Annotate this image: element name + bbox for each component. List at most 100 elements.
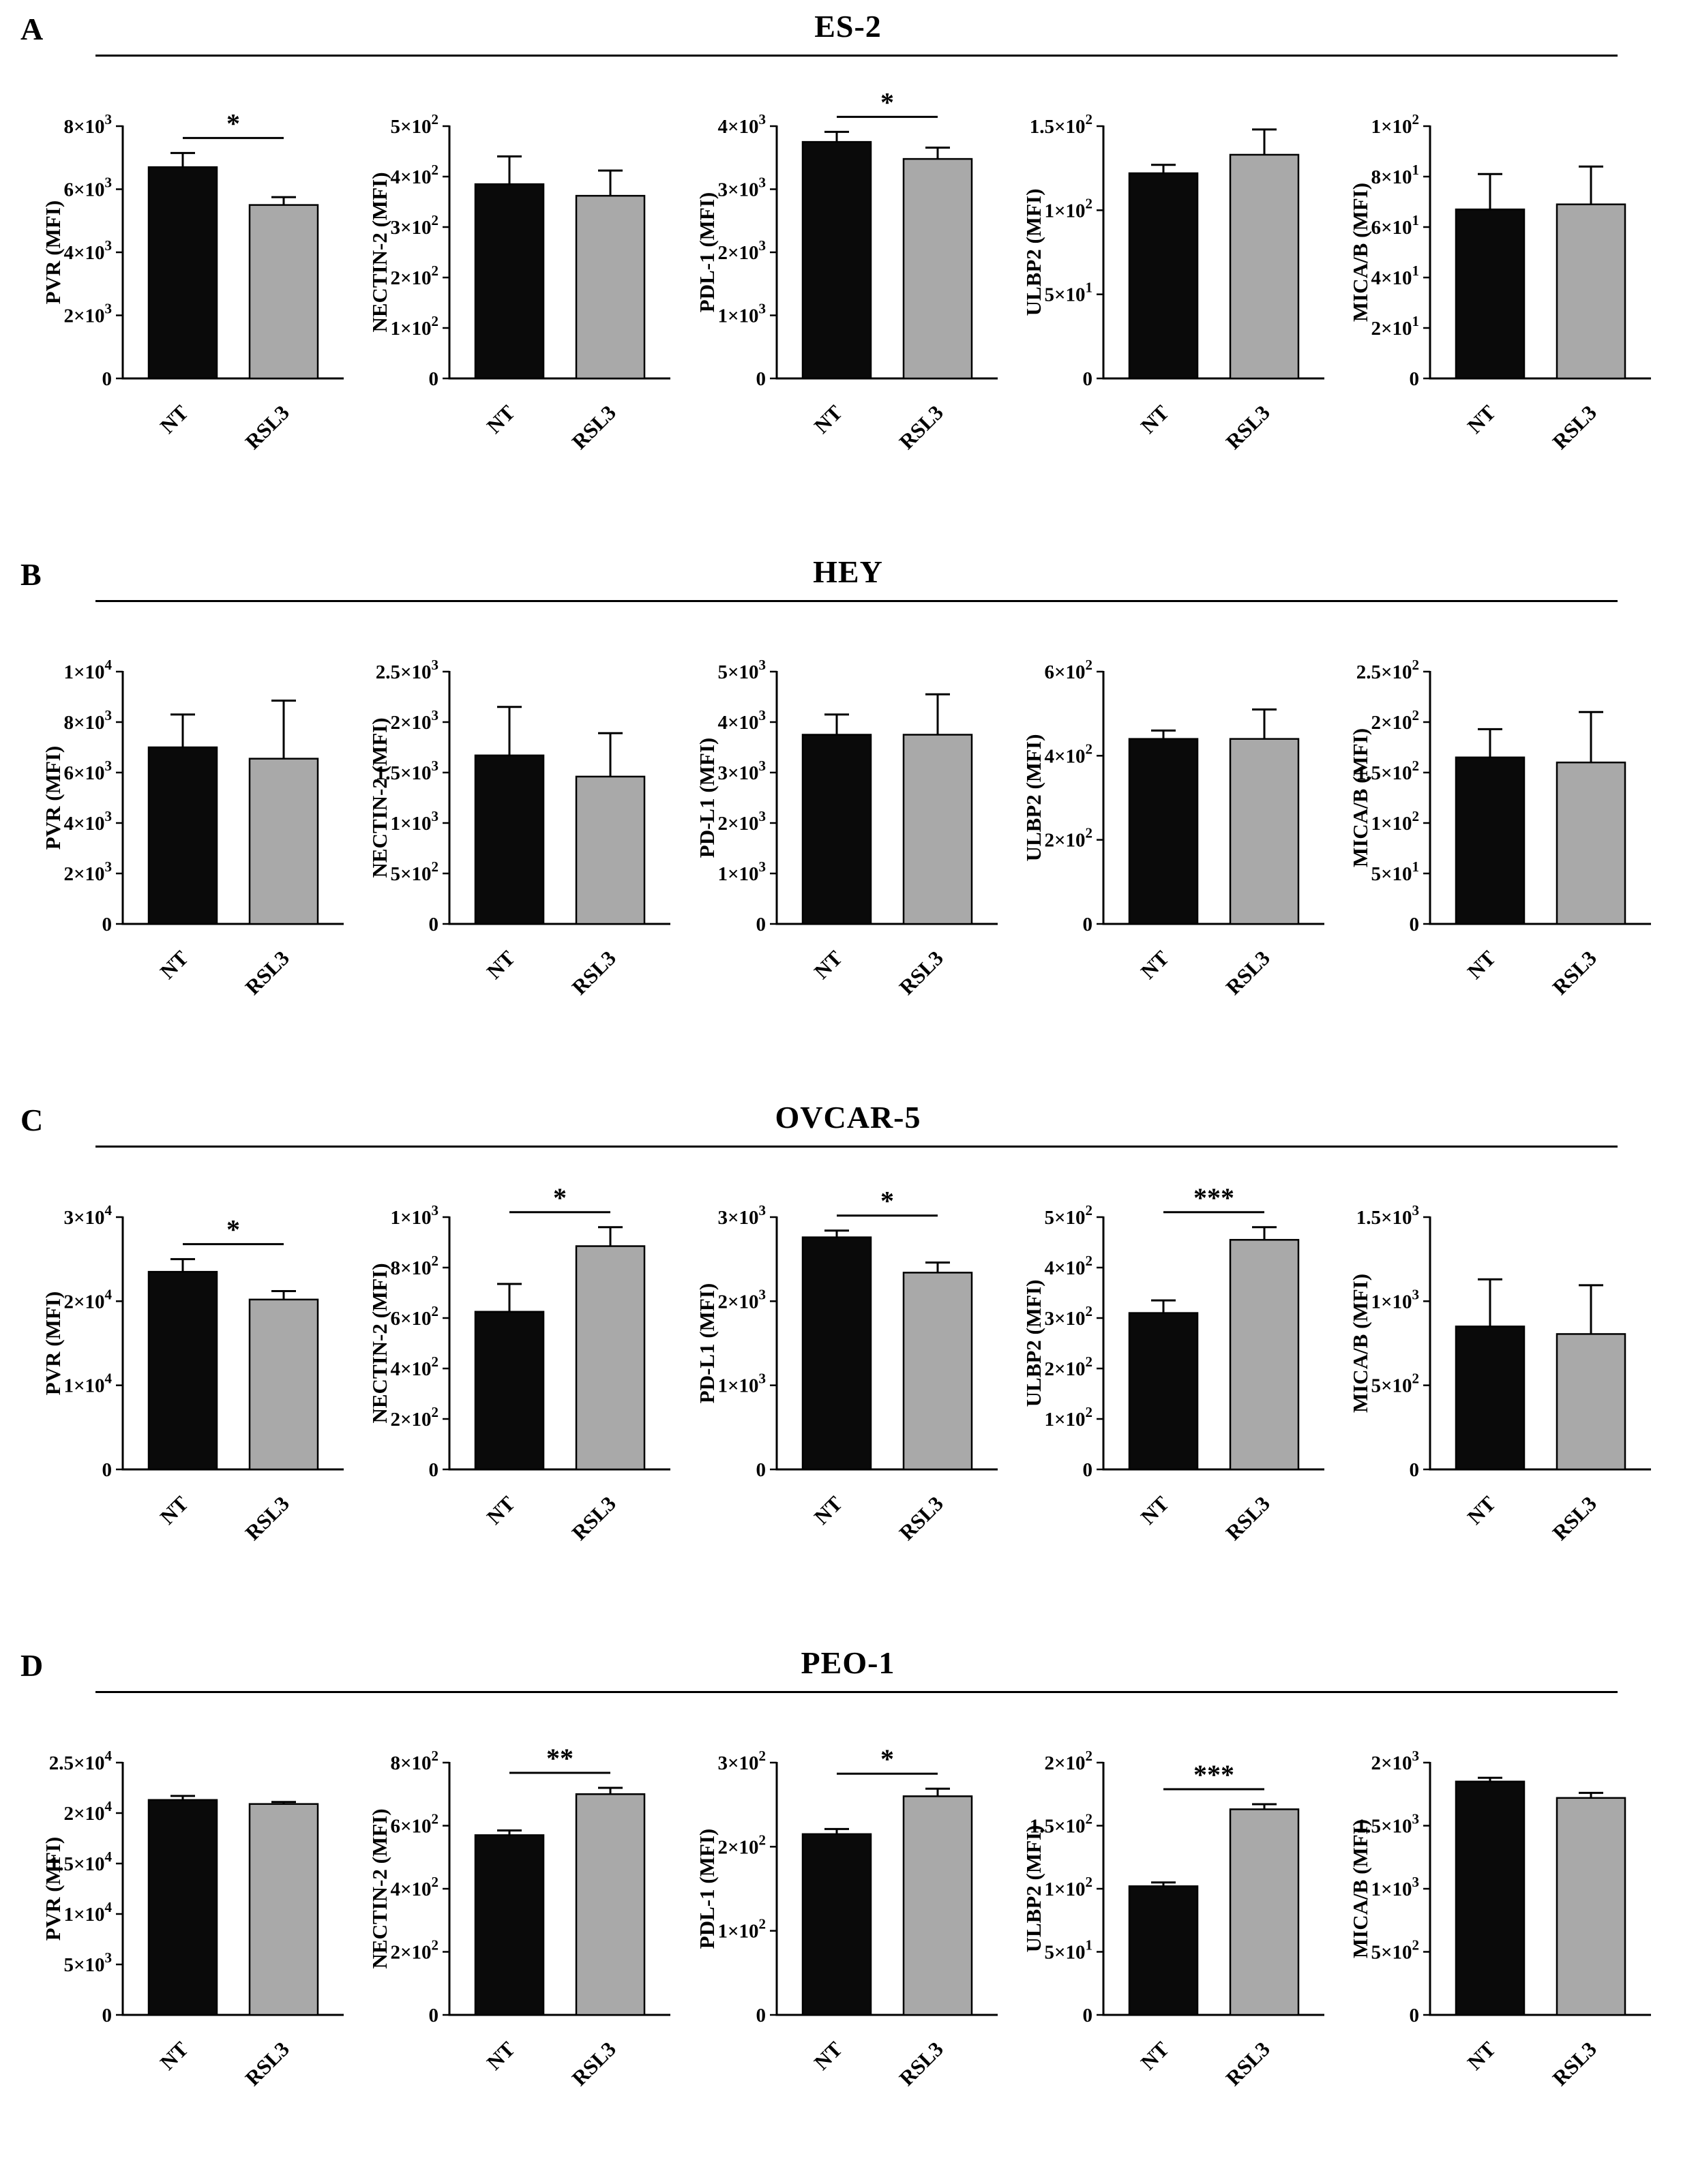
panel-divider [95, 55, 1618, 57]
x-tick-label-nt: NT [155, 400, 193, 438]
y-tick-label: 1×103 [717, 858, 766, 885]
bar-nt [801, 1236, 872, 1471]
bar-rsl3 [902, 158, 972, 380]
y-tick-label: 6×102 [391, 1303, 439, 1330]
y-tick-label: 5×101 [1371, 858, 1419, 885]
y-tick-label: 0 [102, 1459, 113, 1481]
x-tick-label-rsl3: RSL3 [567, 946, 621, 999]
y-tick-label: 2×103 [391, 707, 439, 734]
panel-divider [95, 600, 1618, 602]
chart-pdl-1-mfi-: 0 1×103 2×103 3×103 4×103 NT RSL3 PDL-1 (MFI) * [695, 87, 998, 454]
x-tick-label-nt: NT [155, 946, 193, 983]
y-axis-label: PDL-1 (MFI) [695, 1829, 719, 1949]
x-tick-label-nt: NT [1135, 400, 1173, 438]
y-tick-label: 2×102 [391, 1937, 439, 1964]
significance-stars: * [226, 1214, 240, 1245]
x-tick-label-rsl3: RSL3 [1221, 946, 1274, 999]
bar-nt [1128, 1885, 1198, 2016]
chart-pvr-mfi-: 0 2×103 4×103 6×103 8×103 NT RSL3 PVR (MFI) * [41, 108, 344, 454]
y-axis-label: ULBP2 (MFI) [1022, 189, 1045, 316]
bar-nt [1128, 172, 1198, 380]
y-tick-label: 1×104 [63, 1371, 112, 1397]
y-tick-label: 0 [756, 1459, 766, 1481]
charts-row-c: 0 1×104 2×104 3×104 NT RSL3 PVR (MFI) * 0 2×102 4×… [0, 1148, 1696, 1595]
y-tick-label: 8×102 [391, 1748, 439, 1774]
y-tick-label: 0 [429, 1459, 439, 1481]
bar-rsl3 [576, 1245, 646, 1471]
chart-mica-b-mfi-: 0 5×102 1×103 1.5×103 2×103 NT RSL3 MICA/B (MFI… [1348, 1748, 1651, 2091]
x-tick-label-nt: NT [1135, 2037, 1173, 2074]
bar-rsl3 [1229, 738, 1299, 925]
x-tick-label-nt: NT [155, 2037, 193, 2074]
x-tick-label-rsl3: RSL3 [1548, 946, 1601, 999]
significance-stars: * [226, 108, 240, 138]
bar-rsl3 [248, 204, 319, 380]
y-tick-label: 6×101 [1371, 212, 1419, 239]
bar-rsl3 [1556, 1797, 1626, 2016]
x-tick-label-nt: NT [482, 2037, 520, 2074]
y-tick-label: 4×103 [63, 808, 112, 835]
y-tick-label: 2×102 [391, 263, 439, 289]
y-tick-label: 5×102 [391, 111, 439, 138]
y-tick-label: 1×102 [1044, 195, 1092, 222]
bar-nt [801, 140, 872, 380]
bar-rsl3 [1229, 1239, 1299, 1471]
bar-rsl3 [576, 1793, 646, 2016]
significance-stars: *** [1193, 1759, 1234, 1790]
y-tick-label: 4×101 [1371, 263, 1419, 289]
x-tick-label-rsl3: RSL3 [241, 2037, 294, 2090]
y-tick-label: 5×102 [1371, 1937, 1419, 1964]
bar-rsl3 [902, 734, 972, 925]
y-tick-label: 5×102 [1044, 1202, 1092, 1229]
y-axis-label: PD-L1 (MFI) [695, 1283, 719, 1403]
bar-nt [475, 1311, 545, 1471]
y-tick-label: 0 [1082, 2005, 1092, 2026]
x-tick-label-rsl3: RSL3 [1221, 400, 1274, 453]
y-tick-label: 0 [102, 2005, 113, 2026]
x-tick-label-nt: NT [1463, 400, 1500, 438]
y-tick-label: 1×102 [717, 1916, 766, 1943]
x-tick-label-rsl3: RSL3 [1221, 1491, 1274, 1544]
x-tick-label-nt: NT [1463, 1491, 1500, 1529]
y-axis-label: ULBP2 (MFI) [1022, 1825, 1045, 1953]
chart-ulbp2-mfi-: 0 2×102 4×102 6×102 NT RSL3 ULBP2 (MFI) [1022, 657, 1324, 1000]
y-tick-label: 1×102 [1371, 808, 1419, 835]
y-tick-label: 2×103 [1371, 1748, 1419, 1774]
significance-stars: * [880, 1744, 894, 1774]
bar-nt [801, 1833, 872, 2016]
y-axis-label: MICA/B (MFI) [1348, 1819, 1372, 1958]
bar-nt [147, 746, 218, 925]
y-axis-label: NECTIN-2 (MFI) [368, 1263, 391, 1423]
y-tick-label: 0 [756, 368, 766, 390]
y-tick-label: 6×103 [63, 758, 112, 784]
x-tick-label-rsl3: RSL3 [1548, 400, 1601, 453]
x-tick-label-rsl3: RSL3 [567, 400, 621, 453]
y-axis-label: PVR (MFI) [41, 1837, 65, 1941]
chart-nectin-2-mfi-: 0 5×102 1×103 1.5×103 2×103 2.5×103 NT RSL3 NECT… [368, 657, 671, 1000]
significance-stars: * [553, 1182, 567, 1213]
y-tick-label: 1.5×103 [1356, 1811, 1419, 1838]
panel-letter-d: D [20, 1648, 44, 1683]
y-tick-label: 0 [429, 914, 439, 936]
bar-nt [1455, 1780, 1526, 2016]
y-tick-label: 2×103 [717, 1286, 766, 1313]
chart-pvr-mfi-: 0 1×104 2×104 3×104 NT RSL3 PVR (MFI) * [41, 1202, 344, 1545]
x-tick-label-rsl3: RSL3 [894, 2037, 947, 2090]
panel-letter-b: B [20, 557, 42, 592]
chart-ulbp2-mfi-: 0 1×102 2×102 3×102 4×102 5×102 NT RSL3 ULBP2 (M… [1022, 1182, 1324, 1545]
chart-nectin-2-mfi-: 0 2×102 4×102 6×102 8×102 NT RSL3 NECTIN-2 (MFI… [368, 1743, 671, 2091]
y-tick-label: 0 [1082, 914, 1092, 936]
y-tick-label: 1.5×102 [1029, 1811, 1092, 1838]
y-tick-label: 2×104 [63, 1286, 112, 1313]
y-tick-label: 5×102 [391, 858, 439, 885]
y-tick-label: 4×103 [63, 237, 112, 264]
x-tick-label-nt: NT [809, 2037, 846, 2074]
x-tick-label-rsl3: RSL3 [241, 946, 294, 999]
y-tick-label: 4×102 [391, 1353, 439, 1380]
x-tick-label-nt: NT [809, 946, 846, 983]
y-tick-label: 2×102 [1044, 1748, 1092, 1774]
y-tick-label: 1×103 [717, 1371, 766, 1397]
bar-nt [1455, 208, 1526, 380]
y-tick-label: 2×102 [391, 1404, 439, 1431]
bar-nt [147, 1270, 218, 1471]
